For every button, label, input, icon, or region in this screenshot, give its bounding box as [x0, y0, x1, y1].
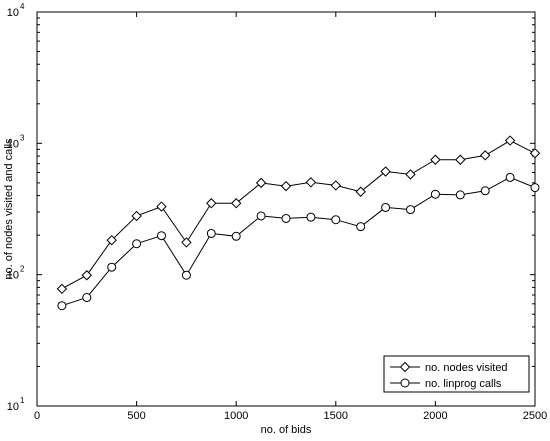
x-tick-label: 1000 — [224, 410, 248, 422]
data-point-circle — [306, 212, 316, 222]
x-tick-label: 1500 — [324, 410, 348, 422]
series-linprog-calls — [57, 172, 540, 311]
axis-ticks — [36, 11, 536, 407]
y-tick-label-exponent: 1 — [20, 396, 25, 405]
x-tick-label: 2500 — [523, 410, 547, 422]
data-point-circle — [505, 172, 515, 182]
data-point-diamond — [330, 180, 342, 191]
data-point-diamond — [479, 150, 491, 161]
data-point-diamond — [305, 177, 317, 188]
data-point-diamond — [529, 148, 541, 159]
y-tick-label-exponent: 4 — [20, 2, 25, 11]
data-point-diamond — [355, 186, 366, 197]
data-point-circle — [455, 190, 465, 200]
data-point-diamond — [405, 169, 416, 180]
data-point-circle — [406, 205, 415, 215]
data-point-circle — [206, 228, 216, 238]
legend-marker-circle — [400, 378, 410, 388]
data-point-circle — [281, 213, 291, 223]
series-nodes-visited — [56, 135, 541, 295]
y-axis-label: no. of nodes visited and calls — [3, 138, 15, 280]
series-layer — [56, 135, 541, 311]
y-tick-label: 10 — [7, 7, 19, 19]
data-point-diamond — [230, 198, 242, 209]
y-tick-label-exponent: 3 — [20, 133, 25, 142]
y-tick-label: 10 — [7, 138, 19, 150]
data-point-circle — [157, 231, 166, 241]
y-tick-label-exponent: 2 — [20, 265, 25, 274]
legend-label-nodes-visited: no. nodes visited — [425, 362, 508, 374]
x-tick-label: 500 — [127, 410, 145, 422]
data-point-diamond — [280, 180, 292, 192]
data-point-circle — [480, 186, 490, 196]
data-point-diamond — [56, 283, 68, 295]
legend-label-linprog-calls: no. linprog calls — [425, 378, 502, 390]
plot-area — [36, 11, 536, 407]
data-point-circle — [356, 222, 366, 232]
data-point-diamond — [156, 201, 167, 212]
data-point-circle — [181, 270, 191, 280]
legend: no. nodes visited no. linprog calls — [383, 355, 530, 393]
data-point-circle — [231, 231, 241, 241]
data-point-diamond — [430, 154, 441, 165]
data-point-circle — [57, 301, 67, 311]
x-tick-label: 0 — [34, 410, 40, 422]
y-tick-label: 10 — [7, 270, 19, 282]
data-point-circle — [82, 293, 92, 303]
data-point-circle — [132, 239, 142, 249]
data-point-circle — [381, 202, 391, 212]
data-point-diamond — [106, 234, 117, 246]
legend-marker-diamond — [399, 361, 411, 373]
data-point-diamond — [131, 210, 142, 222]
data-point-circle — [107, 262, 117, 272]
x-axis-label: no. of bids — [261, 424, 312, 436]
data-point-diamond — [504, 135, 516, 146]
data-point-circle — [256, 211, 266, 221]
data-point-circle — [530, 183, 540, 193]
data-point-diamond — [380, 166, 391, 177]
data-point-diamond — [181, 237, 192, 248]
x-tick-label: 2000 — [423, 410, 447, 422]
data-point-circle — [331, 215, 341, 225]
data-point-circle — [430, 189, 440, 199]
data-point-diamond — [255, 177, 267, 189]
data-point-diamond — [206, 198, 217, 209]
data-point-diamond — [455, 154, 466, 165]
y-tick-label: 10 — [7, 401, 19, 413]
data-point-diamond — [81, 270, 93, 281]
